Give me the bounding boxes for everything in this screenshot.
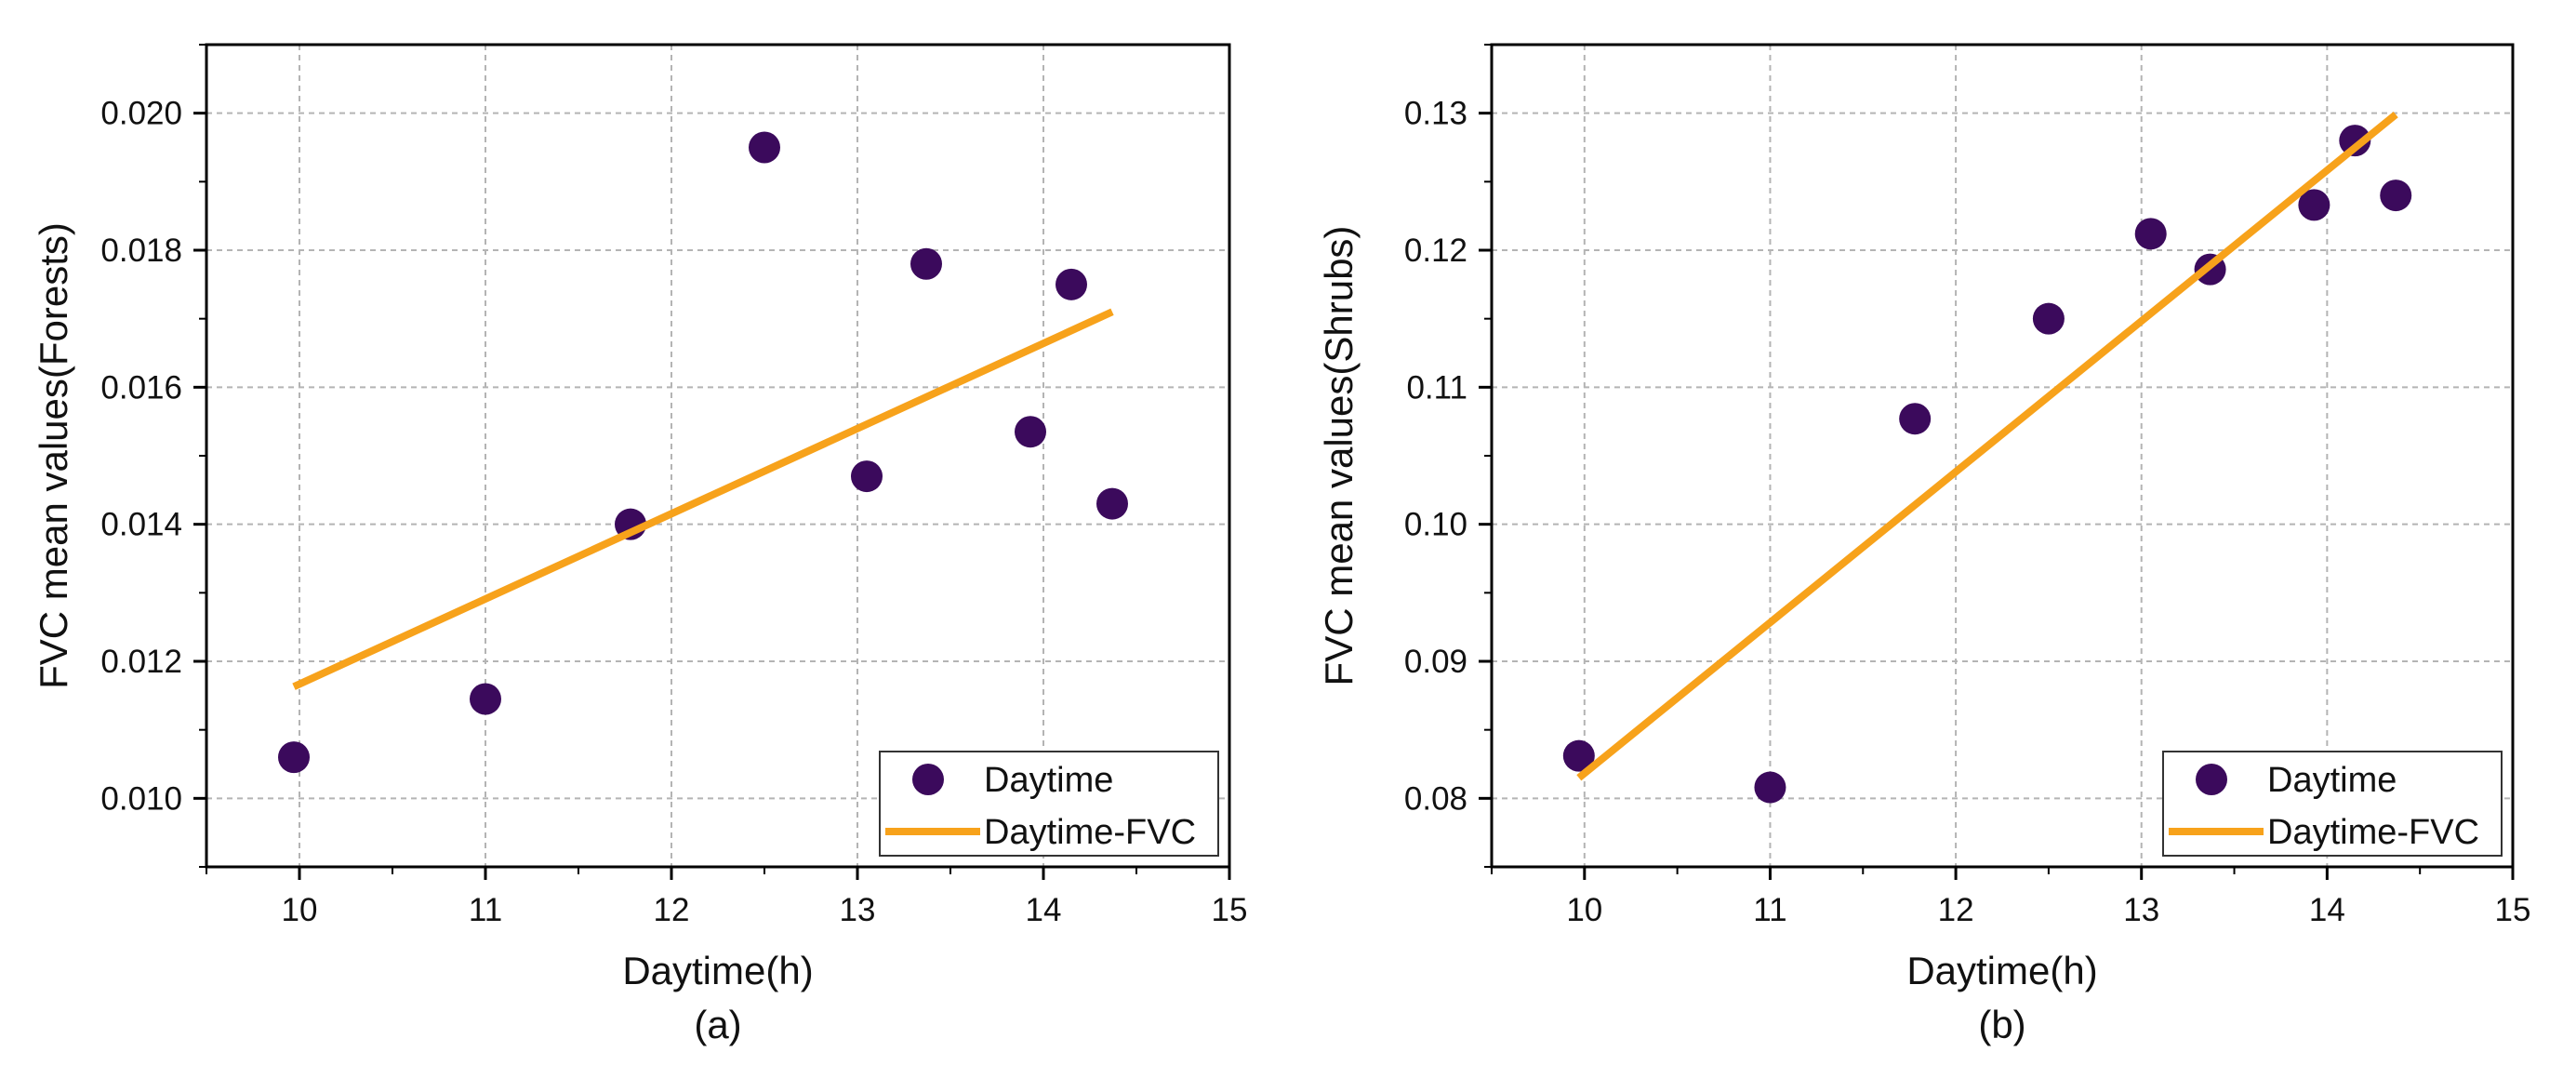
x-tick-label: 15 [2495, 892, 2531, 928]
legend-marker-swatch [2196, 764, 2227, 795]
x-tick-label: 15 [1212, 892, 1248, 928]
chart-panel-b: 10 11 12 13 14 15 0.08 0.09 0.10 0.11 0.12 0.13 Dayt… [1317, 43, 2531, 1046]
data-point [470, 683, 501, 715]
data-point [2380, 180, 2412, 212]
y-tick-label: 0.020 [100, 96, 182, 132]
data-point [749, 131, 780, 164]
x-tick-label: 11 [469, 892, 502, 928]
y-tick-label: 0.08 [1404, 780, 1467, 817]
y-tick-label: 0.10 [1404, 507, 1467, 543]
y-tick-label: 0.012 [100, 644, 182, 680]
y-tick-label: 0.12 [1404, 233, 1467, 269]
x-axis-title: Daytime(h) [1906, 949, 2097, 992]
data-point [851, 460, 883, 493]
legend-marker-swatch [912, 764, 944, 795]
plot-frame [205, 43, 1231, 869]
x-tick-label: 14 [2309, 892, 2345, 928]
fit-line [1576, 112, 2398, 781]
y-tick-label: 0.016 [100, 369, 182, 406]
data-point [910, 247, 942, 280]
legend-label: Daytime [984, 761, 1113, 800]
data-point [1899, 403, 1932, 435]
x-tick-label: 11 [1753, 892, 1786, 928]
x-tick-label: 13 [840, 892, 876, 928]
legend-label: Daytime-FVC [984, 813, 1196, 852]
data-point [2134, 218, 2167, 250]
fit-line [292, 308, 1114, 690]
y-axis-title: FVC mean values(Forests) [32, 222, 75, 689]
x-tick-label: 13 [2123, 892, 2159, 928]
data-point [1562, 739, 1595, 772]
y-tick-label: 0.11 [1406, 369, 1467, 406]
data-point [2298, 189, 2330, 221]
data-point [1754, 771, 1786, 804]
y-tick-label: 0.13 [1404, 96, 1467, 132]
x-tick-label: 12 [654, 892, 690, 928]
x-axis-title: Daytime(h) [622, 949, 813, 992]
y-tick-label: 0.010 [100, 780, 182, 817]
chart-panel-a: 10 11 12 13 14 15 0.010 0.012 0.014 0.016 0.018 0.0… [32, 43, 1248, 1046]
x-tick-label: 12 [1938, 892, 1974, 928]
plot-frame [1490, 43, 2515, 869]
data-point [1015, 416, 1046, 448]
x-tick-label: 10 [1566, 892, 1602, 928]
data-point [2032, 302, 2065, 335]
legend-label: Daytime-FVC [2267, 813, 2479, 852]
y-tick-label: 0.014 [100, 507, 182, 543]
y-tick-label: 0.09 [1404, 644, 1467, 680]
x-tick-label: 10 [282, 892, 318, 928]
x-tick-label: 14 [1026, 892, 1062, 928]
y-axis-title: FVC mean values(Shrubs) [1317, 226, 1361, 686]
data-point [278, 741, 310, 774]
legend-label: Daytime [2267, 761, 2397, 800]
data-point [1056, 268, 1087, 300]
data-point [1096, 487, 1128, 520]
panel-label: (a) [694, 1003, 741, 1046]
panel-label: (b) [1978, 1003, 2025, 1046]
data-point [2339, 125, 2371, 157]
y-tick-label: 0.018 [100, 233, 182, 269]
